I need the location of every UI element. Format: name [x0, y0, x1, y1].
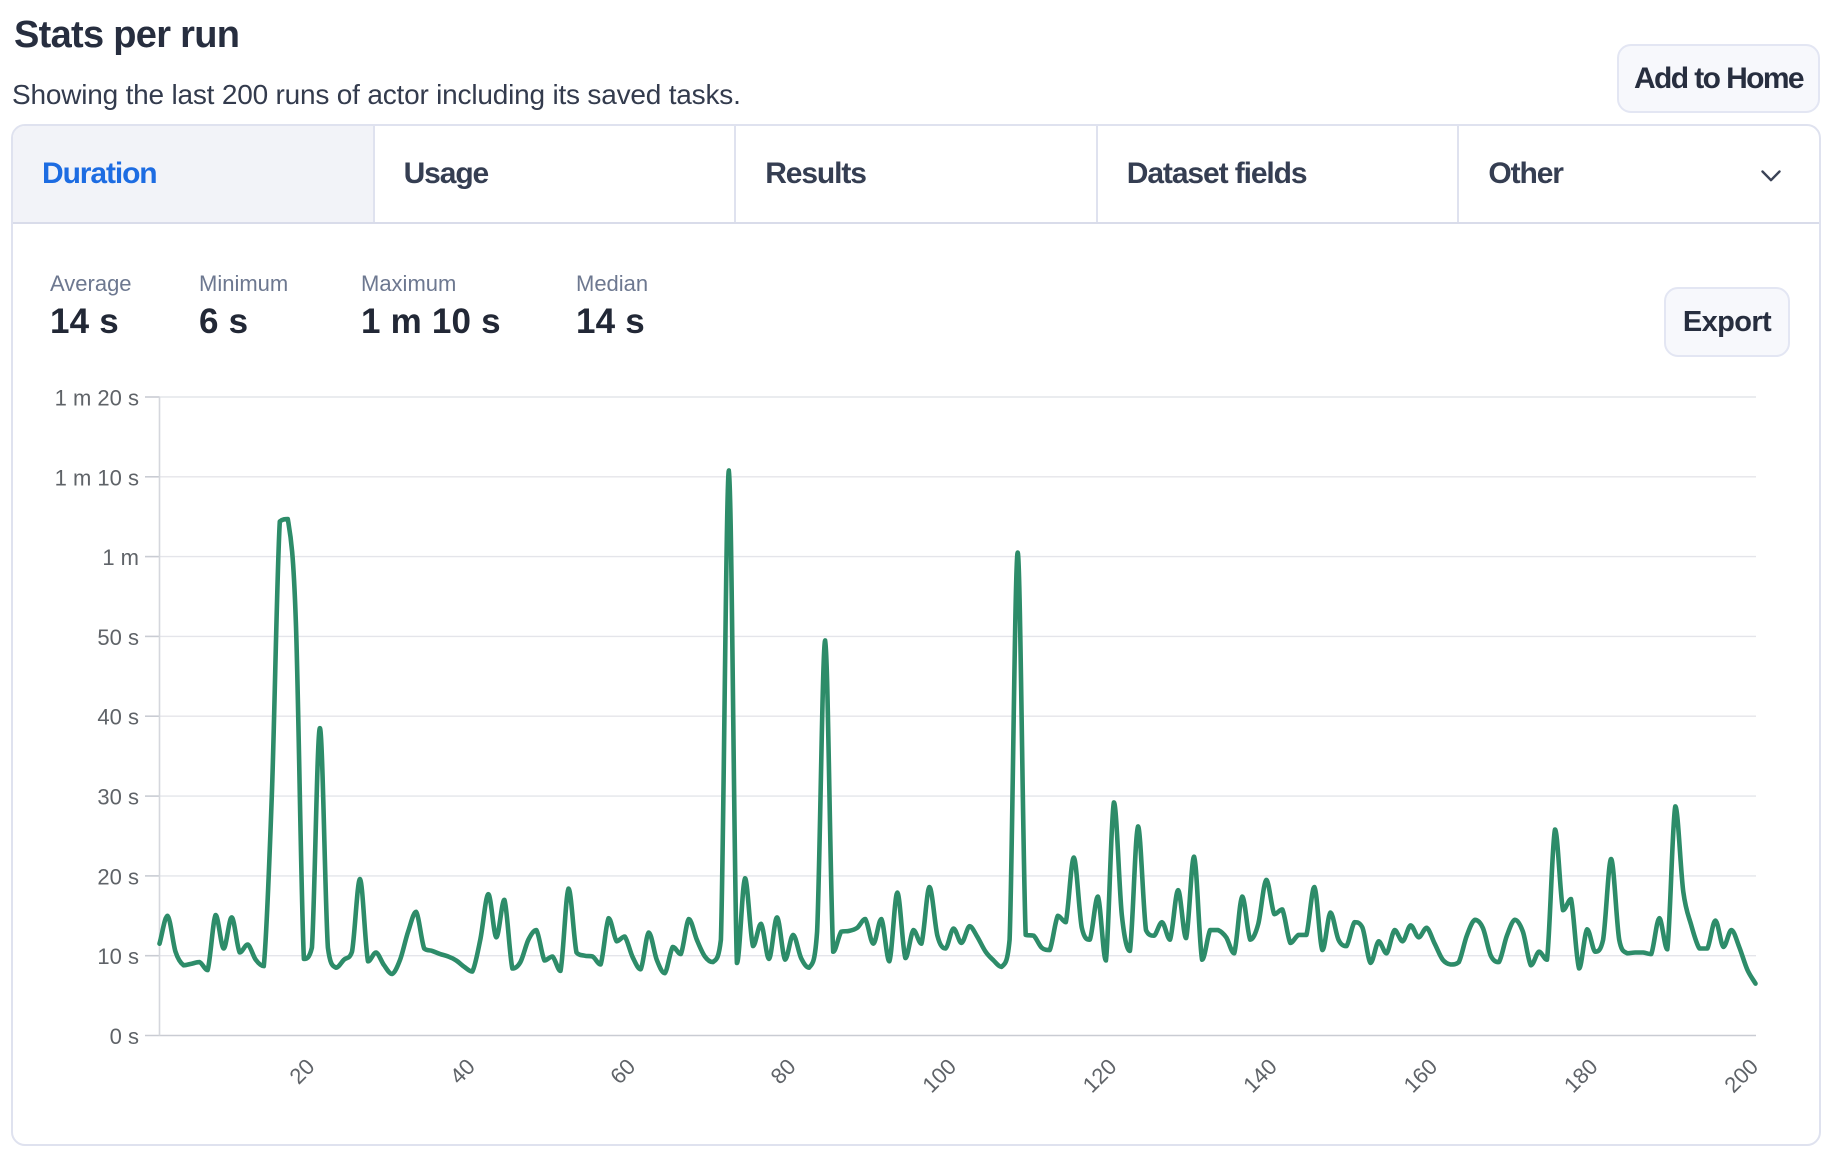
svg-text:50 s: 50 s [97, 625, 139, 650]
svg-text:40: 40 [445, 1054, 480, 1089]
svg-text:20 s: 20 s [97, 864, 139, 889]
svg-text:20: 20 [284, 1054, 319, 1089]
svg-text:200: 200 [1719, 1054, 1763, 1098]
svg-text:10 s: 10 s [97, 944, 139, 969]
svg-text:1 m: 1 m [102, 545, 139, 570]
svg-text:0 s: 0 s [110, 1024, 139, 1049]
svg-text:80: 80 [766, 1054, 801, 1089]
svg-text:120: 120 [1078, 1054, 1122, 1098]
svg-text:60: 60 [605, 1054, 640, 1089]
svg-text:1 m 10 s: 1 m 10 s [55, 465, 139, 490]
svg-text:140: 140 [1238, 1054, 1282, 1098]
svg-text:1 m 20 s: 1 m 20 s [55, 386, 139, 411]
svg-text:160: 160 [1399, 1054, 1443, 1098]
svg-text:40 s: 40 s [97, 705, 139, 730]
svg-text:100: 100 [917, 1054, 961, 1098]
svg-text:180: 180 [1559, 1054, 1603, 1098]
svg-text:30 s: 30 s [97, 785, 139, 810]
